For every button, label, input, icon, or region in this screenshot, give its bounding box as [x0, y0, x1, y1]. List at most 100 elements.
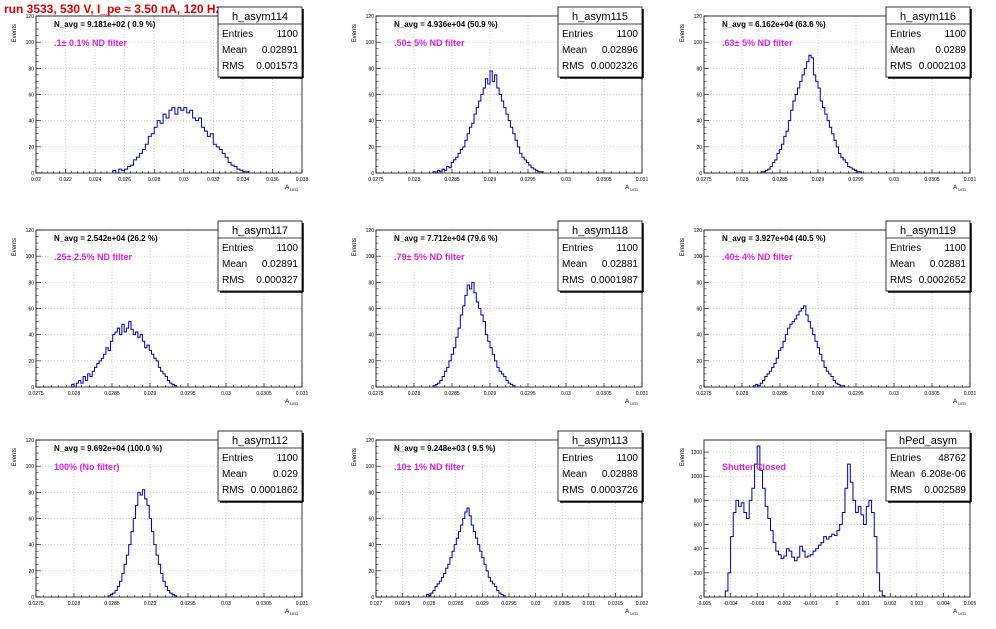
bin-32 [207, 136, 210, 173]
stats-value-2: 0.0002103 [919, 61, 967, 72]
stats-key-1: Mean [562, 259, 587, 270]
bin-12 [148, 136, 151, 173]
bin-32 [145, 348, 147, 387]
x-tick-label-1: 0.028 [736, 391, 749, 397]
x-axis-label: A LED [285, 609, 298, 616]
bin-27 [133, 335, 135, 387]
bin-36 [821, 543, 824, 597]
bin-18 [465, 512, 467, 597]
bin-13 [760, 470, 763, 597]
stats-title: h_asym117 [232, 225, 288, 237]
bin-3 [122, 170, 125, 173]
bin-12 [460, 315, 462, 387]
bin-6 [122, 573, 124, 597]
x-tick-label-5: 0.03 [889, 391, 899, 397]
bin-4 [770, 166, 772, 173]
bin-39 [522, 157, 524, 173]
bin-1 [756, 384, 758, 387]
y-tick-label-0: 0 [31, 595, 34, 601]
bin-24 [816, 81, 818, 173]
bin-14 [465, 140, 467, 173]
bin-22 [811, 58, 813, 173]
bin-12 [460, 149, 462, 173]
bin-16 [768, 519, 771, 598]
histogram-svg-hPed_asym: -0.005 -0.004 -0.003 -0.002 -0.001 0 0.001 0.00… [680, 430, 976, 616]
bin-40 [852, 169, 854, 173]
bin-16 [461, 525, 463, 597]
x-tick-label-4: 0.0295 [520, 177, 536, 183]
bin-21 [156, 555, 158, 597]
bin-55 [872, 512, 875, 597]
histogram-pad-h_asym116: 0.0275 0.028 0.0285 0.029 0.0295 0.03 0.0305 0.… [668, 0, 976, 205]
x-tick-label-5: 0.03 [221, 391, 231, 397]
bin-43 [531, 168, 533, 173]
bin-27 [815, 341, 817, 387]
stats-key-0: Entries [562, 29, 593, 40]
bin-26 [492, 81, 494, 173]
bin-28 [172, 594, 174, 597]
bin-41 [526, 163, 528, 173]
stats-value-2: 0.0002652 [919, 275, 967, 286]
bin-36 [154, 358, 156, 387]
y-axis-label: Events [680, 24, 686, 42]
bin-43 [240, 170, 243, 173]
bin-34 [831, 377, 833, 387]
stats-box: h_asym114 Entries 1100 Mean 0.02891 RMS 0.0015… [217, 6, 304, 79]
histogram-pad-h_asym119: 0.0275 0.028 0.0285 0.029 0.0295 0.03 0.0305 0.… [668, 214, 976, 419]
bin-7 [777, 153, 779, 173]
stats-key-0: Entries [222, 243, 253, 254]
bin-17 [792, 322, 794, 387]
stats-value-2: 0.0003726 [591, 485, 639, 496]
n-avg-label: N_avg = 7.712e+04 (79.6 %) [394, 234, 498, 243]
x-tick-label-3: 0.029 [812, 391, 825, 397]
bin-34 [511, 384, 513, 387]
x-tick-label-7: 0.002 [884, 601, 897, 607]
y-tick-label-5: 100 [366, 464, 375, 470]
x-tick-label-6: 0.0305 [256, 391, 272, 397]
bin-22 [483, 88, 485, 173]
bin-27 [495, 75, 497, 173]
stats-key-1: Mean [890, 469, 915, 480]
bin-17 [472, 282, 474, 387]
bin-6 [447, 166, 449, 173]
x-axis-label: A LED [625, 609, 638, 616]
bin-3 [115, 590, 117, 597]
y-tick-label-4: 80 [28, 66, 34, 72]
bin-5 [444, 170, 446, 173]
stats-value-0: 48762 [938, 453, 966, 464]
n-avg-label: N_avg = 9.692e+04 (100.0 %) [54, 444, 162, 453]
y-tick-label-1: 20 [28, 359, 34, 365]
bin-31 [832, 134, 834, 173]
bin-53 [866, 506, 869, 597]
x-tick-label-3: 0.029 [144, 601, 157, 607]
y-tick-label-1: 20 [696, 359, 702, 365]
bin-13 [463, 306, 465, 387]
filter-label: .63± 5% ND filter [722, 38, 793, 48]
bin-37 [517, 147, 519, 173]
bin-42 [837, 531, 840, 597]
y-tick-label-4: 80 [368, 490, 374, 496]
bin-36 [835, 383, 837, 387]
stats-key-2: RMS [890, 61, 913, 72]
x-tick-label-0: 0.02 [31, 177, 41, 183]
y-ticks: 0 20 40 60 80 100 120 [694, 14, 709, 177]
bin-21 [120, 335, 122, 387]
bin-30 [501, 101, 503, 173]
bin-9 [774, 363, 776, 387]
bin-46 [538, 172, 540, 173]
y-tick-label-1: 200 [694, 571, 703, 577]
bin-40 [524, 160, 526, 173]
x-tick-label-0: 0.0275 [368, 177, 384, 183]
bin-17 [147, 505, 149, 597]
bin-29 [138, 337, 140, 387]
bin-23 [161, 573, 163, 597]
bin-27 [495, 361, 497, 387]
stats-box: h_asym116 Entries 1100 Mean 0.0289 RMS 0.00021… [885, 6, 972, 79]
bin-41 [165, 377, 167, 387]
bin-31 [504, 108, 506, 173]
bin-30 [490, 581, 492, 597]
bin-6 [775, 160, 777, 173]
x-tick-label-0: 0.0275 [368, 391, 384, 397]
bin-9 [129, 545, 131, 597]
